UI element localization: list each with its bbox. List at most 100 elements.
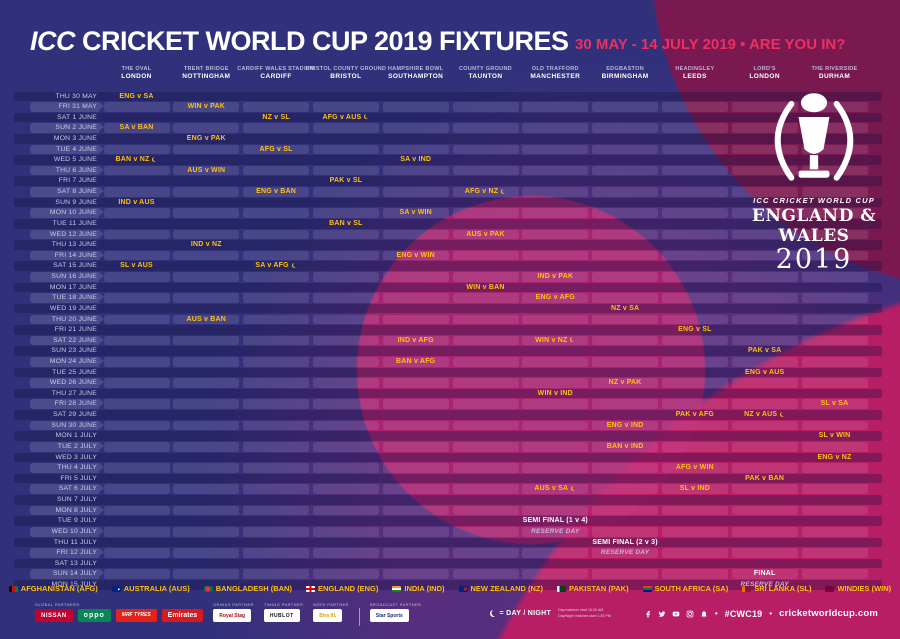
fixture-cell — [592, 229, 659, 240]
daynight-moon-icon — [152, 156, 158, 162]
fixture-cell — [103, 378, 170, 388]
date-pill — [30, 526, 104, 537]
fixture-date: THU 13 JUNE — [51, 241, 97, 249]
match-teams: NZ v SL — [262, 113, 290, 121]
row-band — [14, 410, 882, 420]
date-pill — [30, 208, 104, 218]
row-band — [14, 537, 882, 548]
fixture-cell — [103, 505, 170, 516]
fixture-cell — [452, 569, 519, 579]
partner-group: BROADCAST PARTNER Star Sports — [369, 602, 421, 622]
match-teams: SL v AUS — [120, 262, 153, 270]
fixture-date: SAT 6 JULY — [58, 485, 97, 493]
fixture-cell — [103, 526, 170, 537]
notifications-bell-icon[interactable] — [700, 610, 708, 618]
fixture-cell — [801, 569, 868, 579]
fixture-cell — [103, 569, 170, 579]
fixture-cell — [173, 102, 240, 112]
website-link[interactable]: cricketworldcup.com — [779, 608, 878, 619]
fixture-cell — [801, 505, 868, 516]
fixture-cell — [382, 441, 449, 452]
match-label: WIN v BAN — [426, 283, 546, 293]
fixture-cell — [731, 484, 798, 495]
fixture-cell — [452, 505, 519, 516]
match-teams: SA v BAN — [119, 124, 154, 132]
fixture-date: MON 8 JULY — [55, 506, 97, 514]
date-pill — [30, 272, 104, 282]
venue-header-london: THE OVAL LONDON — [95, 66, 179, 81]
fixture-cell — [312, 420, 379, 431]
fixture-cell — [592, 272, 659, 282]
venue-stadium-name: EDGBASTON — [606, 66, 644, 72]
fixture-cell — [452, 102, 519, 112]
match-teams: ENG v PAK — [186, 134, 226, 142]
match-label: PAK v AFG — [635, 410, 755, 420]
match-label: PAK v SA — [705, 346, 825, 356]
venue-header-bristol: BRISTOL COUNTY GROUND BRISTOL — [304, 66, 388, 81]
venue-stadium-name: LORD'S — [753, 66, 776, 72]
fixture-date: WED 10 JULY — [51, 527, 97, 535]
date-pill — [30, 463, 104, 473]
legend-item-sl: SRI LANKA (SL) — [742, 584, 811, 593]
match-label: SA v IND — [356, 155, 476, 165]
fixture-cell — [592, 357, 659, 367]
match-teams: BAN v SL — [329, 219, 363, 227]
fixture-cell — [452, 272, 519, 282]
venue-stadium-name: BRISTOL COUNTY GROUND — [305, 66, 387, 72]
match-teams: IND v PAK — [537, 273, 574, 281]
youtube-icon[interactable] — [672, 610, 680, 618]
fixture-cell — [592, 441, 659, 452]
fixture-cell — [452, 548, 519, 558]
fixture-cell — [661, 102, 728, 112]
fixture-cell — [452, 250, 519, 261]
hashtag[interactable]: #CWC19 — [724, 608, 763, 619]
fixture-cell — [592, 484, 659, 495]
fixture-cell — [731, 357, 798, 367]
fixture-cell — [243, 441, 310, 452]
fixture-cell — [661, 357, 728, 367]
fixture-date: SAT 1 JUNE — [57, 113, 97, 121]
fixture-cell — [661, 229, 728, 240]
venue-city-name: LONDON — [121, 72, 152, 80]
fixture-cell — [173, 484, 240, 495]
fixture-cell — [801, 208, 868, 218]
fixture-date: TUE 2 JULY — [57, 442, 97, 450]
afg-flag-icon — [8, 585, 18, 592]
fixture-cell — [312, 378, 379, 388]
fixture-date: THU 27 JUNE — [51, 389, 97, 397]
match-label: SEMI FINAL (2 v 3) — [565, 538, 685, 548]
date-pill — [30, 165, 104, 176]
fixture-cell — [382, 272, 449, 282]
instagram-icon[interactable] — [686, 610, 694, 618]
fixture-cell — [801, 378, 868, 388]
venue-city-name: TAUNTON — [468, 72, 503, 80]
legend-team-label: NEW ZEALAND (NZ) — [470, 584, 544, 593]
daynight-key: = DAY / NIGHT — [489, 610, 552, 617]
legend-item-afg: AFGHANISTAN (AFG) — [8, 584, 98, 593]
match-teams: AUS v PAK — [466, 230, 505, 238]
fixture-cell — [243, 399, 310, 410]
fixture-cell — [452, 123, 519, 133]
fixture-cell — [592, 187, 659, 197]
fixture-cell — [522, 102, 589, 112]
fixture-cell — [382, 484, 449, 495]
fixture-cell — [731, 165, 798, 176]
fixture-cell — [103, 144, 170, 155]
date-pill — [30, 187, 104, 197]
twitter-icon[interactable] — [658, 610, 666, 618]
fixture-cell — [731, 548, 798, 558]
fixture-cell — [243, 250, 310, 261]
match-teams: IND v AFG — [397, 336, 434, 344]
ind-flag-icon — [392, 585, 402, 592]
facebook-icon[interactable] — [644, 610, 652, 618]
date-pill — [30, 250, 104, 261]
date-pill — [30, 399, 104, 410]
fixture-cell — [801, 357, 868, 367]
separator-dot: • — [769, 609, 773, 618]
match-teams: RESERVE DAY — [531, 527, 580, 535]
fixture-cell — [173, 463, 240, 473]
eng-flag-icon — [305, 585, 315, 592]
match-label: ENG v SA — [77, 92, 197, 102]
footer-right: = DAY / NIGHT Day matches start 10:30 AM… — [489, 608, 878, 619]
venue-city-name: LONDON — [749, 72, 780, 80]
